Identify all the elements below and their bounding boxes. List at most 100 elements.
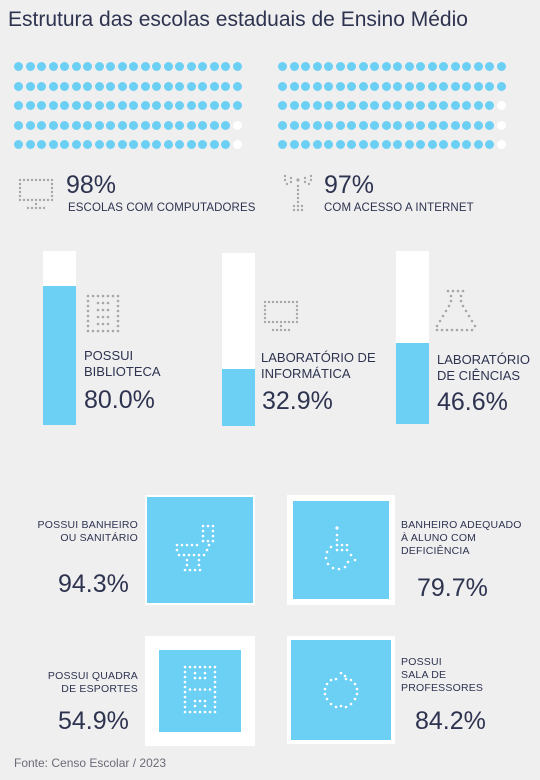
filled-dot <box>485 81 494 91</box>
filled-dot <box>94 62 104 71</box>
filled-dot <box>106 140 115 149</box>
filled-dot <box>312 81 322 91</box>
filled-dot <box>14 81 23 91</box>
filled-dot <box>301 140 310 149</box>
filled-dot <box>427 101 437 110</box>
teachers-room-label-line3: PROFESSORES <box>401 682 484 694</box>
filled-dot <box>404 62 414 71</box>
computer-lab-bar-fill <box>222 369 255 426</box>
filled-dot <box>83 101 92 110</box>
science-lab-label-line2: DE CIÊNCIAS <box>437 368 521 383</box>
filled-dot <box>370 101 379 110</box>
filled-dot <box>473 62 483 71</box>
filled-dot <box>209 140 219 149</box>
filled-dot <box>312 62 322 71</box>
filled-dot <box>198 101 207 110</box>
filled-dot <box>140 140 150 149</box>
filled-dot <box>60 101 69 110</box>
apple-icon <box>321 670 361 710</box>
science-lab-bar <box>396 251 429 424</box>
sports-court-label-line2: DE ESPORTES <box>61 683 138 695</box>
filled-dot <box>450 140 460 149</box>
filled-dot <box>485 62 494 71</box>
teachers-room-square <box>287 636 395 744</box>
accessible-bathroom-square <box>287 495 395 605</box>
filled-dot <box>289 140 299 149</box>
filled-dot <box>347 140 356 149</box>
filled-dot <box>209 101 219 110</box>
filled-dot <box>60 62 69 71</box>
filled-dot <box>324 140 333 149</box>
filled-dot <box>485 120 494 130</box>
filled-dot <box>140 62 150 71</box>
filled-dot <box>232 81 242 91</box>
filled-dot <box>427 120 437 130</box>
filled-dot <box>416 101 425 110</box>
filled-dot <box>129 62 138 71</box>
filled-dot <box>175 101 184 110</box>
science-lab-bar-fill <box>396 343 429 424</box>
toilet-square-fill <box>146 496 254 604</box>
filled-dot <box>198 140 207 149</box>
filled-dot <box>140 120 150 130</box>
filled-dot <box>473 120 483 130</box>
filled-dot <box>60 140 69 149</box>
filled-dot <box>301 81 310 91</box>
empty-dot <box>232 120 242 130</box>
filled-dot <box>335 101 345 110</box>
filled-dot <box>221 81 230 91</box>
filled-dot <box>324 62 333 71</box>
filled-dot <box>48 101 58 110</box>
filled-dot <box>358 101 368 110</box>
filled-dot <box>198 120 207 130</box>
filled-dot <box>404 140 414 149</box>
filled-dot <box>278 140 287 149</box>
computers-label: ESCOLAS COM COMPUTADORES <box>68 202 256 214</box>
teachers-room-label-line2: SALA DE <box>401 669 447 681</box>
filled-dot <box>427 81 437 91</box>
toilet-label: POSSUI BANHEIRO OU SANITÁRIO <box>34 519 138 545</box>
accessible-bathroom-label-line1: BANHEIRO ADEQUADO <box>401 519 522 531</box>
toilet-percent: 94.3% <box>58 570 129 598</box>
computer-icon <box>16 176 56 212</box>
filled-dot <box>48 62 58 71</box>
empty-dot <box>496 101 506 110</box>
filled-dot <box>427 62 437 71</box>
filled-dot <box>393 120 402 130</box>
filled-dot <box>175 120 184 130</box>
wheelchair-icon <box>323 525 361 573</box>
computer-lab-label-line2: INFORMÁTICA <box>261 366 351 381</box>
filled-dot <box>186 101 196 110</box>
filled-dot <box>60 81 69 91</box>
filled-dot <box>473 101 483 110</box>
filled-dot <box>416 120 425 130</box>
filled-dot <box>439 62 448 71</box>
filled-dot <box>324 101 333 110</box>
filled-dot <box>370 62 379 71</box>
filled-dot <box>14 101 23 110</box>
sports-court-percent: 54.9% <box>58 707 129 735</box>
library-label-line2: BIBLIOTECA <box>84 364 161 379</box>
filled-dot <box>48 120 58 130</box>
filled-dot <box>347 62 356 71</box>
filled-dot <box>358 120 368 130</box>
filled-dot <box>416 62 425 71</box>
accessible-bathroom-label-line3: DEFICIÊNCIA <box>401 545 470 557</box>
computers-dot-grid <box>14 62 244 160</box>
filled-dot <box>94 101 104 110</box>
filled-dot <box>301 62 310 71</box>
filled-dot <box>393 81 402 91</box>
filled-dot <box>140 101 150 110</box>
filled-dot <box>462 101 471 110</box>
filled-dot <box>94 120 104 130</box>
filled-dot <box>335 140 345 149</box>
filled-dot <box>370 120 379 130</box>
filled-dot <box>209 62 219 71</box>
filled-dot <box>278 120 287 130</box>
filled-dot <box>289 120 299 130</box>
filled-dot <box>393 62 402 71</box>
filled-dot <box>152 120 161 130</box>
filled-dot <box>439 81 448 91</box>
filled-dot <box>209 81 219 91</box>
filled-dot <box>462 81 471 91</box>
